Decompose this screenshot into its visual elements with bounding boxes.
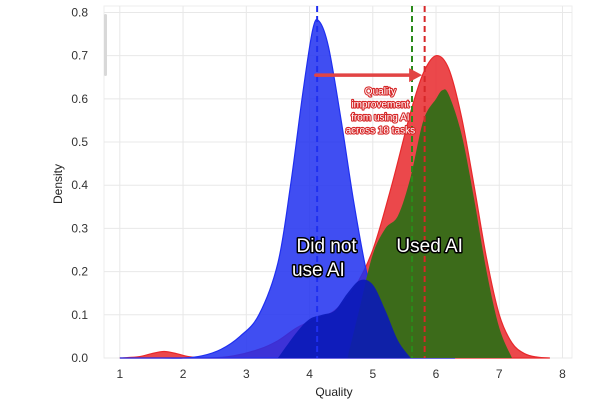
improvement-arrow-head xyxy=(409,68,423,83)
y-tick-label: 0.4 xyxy=(71,178,88,192)
y-tick-labels: 0.0 0.1 0.2 0.3 0.4 0.5 0.6 0.7 0.8 xyxy=(71,5,88,365)
x-tick-label: 2 xyxy=(180,367,187,381)
y-tick-label: 0.7 xyxy=(71,49,88,63)
annotation-annotation-line-2: improvement xyxy=(351,99,409,110)
area-label-did-not-line-2: use AI xyxy=(292,260,345,281)
area-label-used-ai: Used AI xyxy=(396,236,463,257)
x-axis-label: Quality xyxy=(315,385,352,399)
y-tick-label: 0.1 xyxy=(71,308,88,322)
scrollbar-thumb[interactable] xyxy=(104,14,107,76)
x-tick-label: 5 xyxy=(369,367,376,381)
mean-lines xyxy=(316,6,426,358)
x-tick-labels: 1 2 3 4 5 6 7 8 xyxy=(116,367,566,381)
area-labels: Did not use AI Used AI xyxy=(290,235,464,283)
annotation-annotation-line-4: across 18 tasks xyxy=(346,125,415,136)
area-label-did-not-line-1: Did not xyxy=(297,236,358,257)
x-tick-label: 1 xyxy=(116,367,123,381)
y-tick-label: 0.3 xyxy=(71,221,88,235)
y-tick-label: 0.8 xyxy=(71,5,88,19)
x-tick-label: 7 xyxy=(496,367,503,381)
density-area-overlap-used xyxy=(347,89,512,359)
annotation-annotation-line-1: Quality xyxy=(365,87,396,98)
y-tick-label: 0.5 xyxy=(71,135,88,149)
x-tick-label: 3 xyxy=(243,367,250,381)
annotation-annotation-line-3: from using AI xyxy=(351,112,409,123)
x-tick-label: 6 xyxy=(433,367,440,381)
x-tick-label: 4 xyxy=(306,367,313,381)
density-areas xyxy=(119,18,550,359)
y-axis-label: Density xyxy=(51,164,65,204)
y-tick-label: 0.0 xyxy=(71,351,88,365)
y-tick-label: 0.6 xyxy=(71,92,88,106)
y-tick-label: 0.2 xyxy=(71,265,88,279)
x-tick-label: 8 xyxy=(559,367,566,381)
density-area-overlap-low xyxy=(277,279,411,358)
improvement-arrow-group xyxy=(314,68,423,83)
